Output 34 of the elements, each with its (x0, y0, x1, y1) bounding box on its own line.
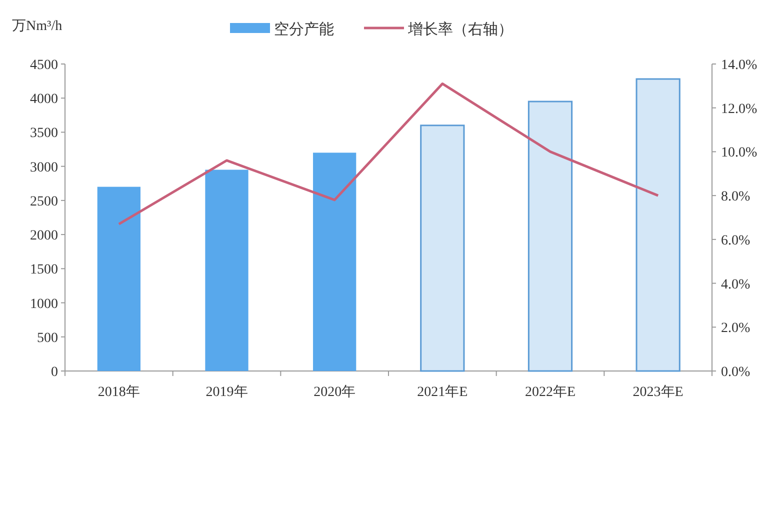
bar (420, 124, 465, 372)
y2-tick-label: 0.0% (721, 365, 750, 380)
y-tick-label: 3500 (30, 126, 58, 142)
legend-label: 增长率（右轴） (407, 21, 513, 38)
y2-tick-label: 6.0% (721, 233, 750, 248)
legend-label: 空分产能 (274, 21, 334, 38)
y2-tick-label: 8.0% (721, 190, 750, 205)
bar (313, 152, 356, 371)
bar (205, 170, 248, 371)
x-tick-label: 2019年 (206, 384, 248, 400)
bar (636, 78, 680, 372)
y2-tick-label: 2.0% (721, 321, 750, 336)
y-tick-label: 4500 (30, 58, 58, 73)
x-tick-label: 2018年 (98, 384, 140, 400)
x-tick-label: 2022年E (524, 384, 576, 400)
y-tick-label: 500 (37, 330, 58, 346)
x-tick-label: 2021年E (417, 384, 468, 400)
bar (97, 186, 140, 371)
y-axis-title: 万Nm³/h (12, 19, 62, 34)
y-tick-label: 2000 (30, 228, 58, 244)
y-tick-label: 2500 (30, 194, 58, 210)
line-series (118, 82, 660, 226)
y2-tick-label: 14.0% (721, 58, 758, 73)
y2-tick-label: 10.0% (721, 146, 758, 161)
y2-tick-label: 4.0% (721, 277, 750, 292)
y-tick-label: 0 (51, 365, 58, 380)
y-tick-label: 1500 (30, 262, 58, 278)
y2-tick-label: 12.0% (721, 102, 758, 117)
x-tick-label: 2023年E (632, 384, 684, 400)
y-tick-label: 3000 (30, 160, 58, 176)
y-tick-label: 1000 (30, 296, 58, 312)
bar (528, 100, 573, 372)
y-tick-label: 4000 (30, 92, 58, 108)
x-tick-label: 2020年 (314, 384, 356, 400)
